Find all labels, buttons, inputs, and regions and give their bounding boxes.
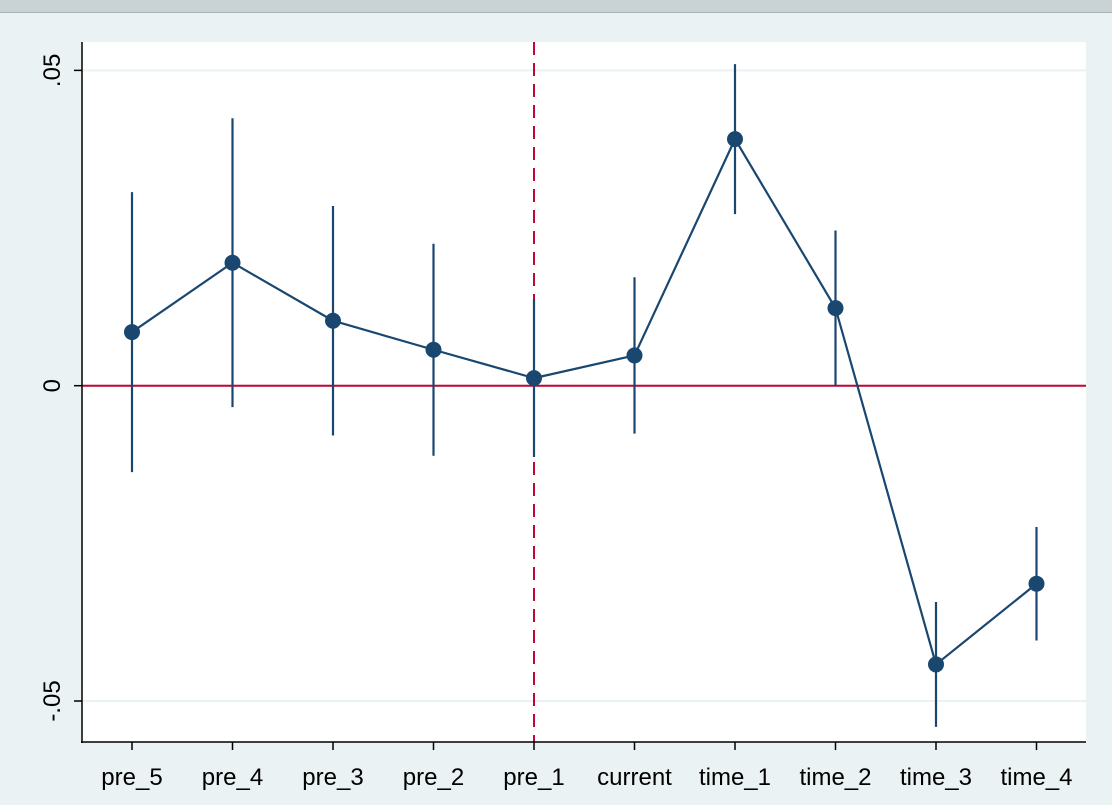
data-point bbox=[626, 347, 643, 364]
y-tick-label: 0 bbox=[39, 379, 66, 392]
x-tick-label: time_4 bbox=[1000, 764, 1072, 791]
y-tick-label: .05 bbox=[39, 54, 66, 87]
data-point bbox=[124, 324, 140, 341]
x-tick-label: time_3 bbox=[900, 764, 972, 791]
axes bbox=[74, 42, 1086, 750]
window-top-bar bbox=[0, 0, 1112, 13]
x-tick-label: pre_4 bbox=[202, 764, 263, 791]
x-tick-label: pre_2 bbox=[403, 764, 464, 791]
data-point bbox=[727, 131, 743, 148]
x-tick-label: pre_1 bbox=[503, 764, 564, 791]
data-point bbox=[1028, 575, 1045, 592]
x-tick-label: pre_3 bbox=[302, 764, 363, 791]
y-tick-labels: -.05 0 .05 bbox=[39, 54, 66, 722]
series-line-path bbox=[131, 138, 1038, 666]
x-tick-labels: pre_5 pre_4 pre_3 pre_2 pre_1 current time_1 ti… bbox=[101, 764, 1072, 791]
data-point bbox=[224, 254, 241, 271]
data-point bbox=[325, 312, 341, 329]
x-tick-label: time_1 bbox=[699, 764, 771, 791]
data-point bbox=[928, 656, 944, 673]
data-point bbox=[526, 370, 542, 387]
x-tick-label: time_2 bbox=[799, 764, 871, 791]
series-points bbox=[124, 131, 1045, 673]
x-tick-label: current bbox=[597, 764, 672, 791]
data-point bbox=[425, 341, 442, 358]
plot-background bbox=[82, 42, 1086, 742]
y-tick-label: -.05 bbox=[39, 680, 66, 721]
reference-lines bbox=[82, 42, 1086, 742]
data-point bbox=[827, 300, 844, 317]
x-tick-label: pre_5 bbox=[101, 764, 162, 791]
series-line bbox=[131, 138, 1038, 666]
